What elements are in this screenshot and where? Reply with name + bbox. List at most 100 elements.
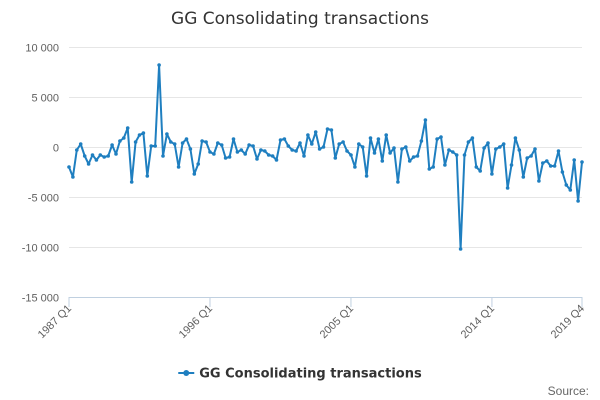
data-point[interactable] [501,142,506,146]
data-point[interactable] [313,130,318,134]
data-point[interactable] [161,154,165,158]
data-point[interactable] [572,158,576,162]
data-point[interactable] [67,165,71,169]
data-point[interactable] [556,149,561,153]
data-point[interactable] [353,165,357,169]
data-point[interactable] [525,156,529,160]
data-point[interactable] [274,158,279,162]
data-point[interactable] [396,180,400,184]
data-point[interactable] [360,145,365,149]
data-point[interactable] [443,163,447,167]
data-point[interactable] [216,141,220,145]
data-point[interactable] [474,165,479,169]
data-point[interactable] [153,144,157,148]
data-point[interactable] [407,159,412,163]
data-point[interactable] [122,136,126,140]
data-point[interactable] [505,186,510,190]
data-point[interactable] [263,149,267,153]
data-point[interactable] [509,163,514,167]
data-point[interactable] [368,136,373,140]
data-point[interactable] [325,127,330,131]
data-point[interactable] [172,142,177,146]
data-point[interactable] [110,143,114,147]
data-point[interactable] [541,161,545,165]
data-point[interactable] [290,148,295,152]
data-point[interactable] [204,140,208,144]
data-point[interactable] [169,140,173,144]
credits[interactable]: Source: [548,384,589,398]
data-point[interactable] [306,133,310,137]
data-point[interactable] [176,165,181,169]
data-point[interactable] [564,183,569,187]
data-point[interactable] [494,147,498,151]
data-point[interactable] [349,153,353,157]
data-point[interactable] [537,179,541,183]
data-point[interactable] [86,162,91,166]
data-point[interactable] [266,153,271,157]
data-point[interactable] [255,157,259,161]
data-point[interactable] [517,148,522,152]
data-point[interactable] [243,152,247,156]
data-point[interactable] [462,153,467,157]
data-point[interactable] [282,137,287,141]
data-point[interactable] [145,174,150,178]
data-point[interactable] [196,162,200,166]
data-point[interactable] [310,142,314,146]
data-point[interactable] [337,142,342,146]
data-point[interactable] [486,141,490,145]
data-point[interactable] [141,131,146,135]
data-point[interactable] [118,139,122,143]
data-point[interactable] [114,152,118,156]
data-point[interactable] [380,159,385,163]
data-point[interactable] [458,247,463,251]
data-point[interactable] [82,154,87,158]
data-point[interactable] [75,148,79,152]
data-point[interactable] [454,153,459,157]
data-point[interactable] [98,153,103,157]
data-point[interactable] [357,142,361,146]
data-point[interactable] [478,169,483,173]
data-point[interactable] [208,150,212,154]
data-point[interactable] [219,143,224,147]
data-point[interactable] [482,146,486,150]
data-point[interactable] [576,199,580,203]
data-point[interactable] [411,155,416,159]
data-point[interactable] [149,144,153,148]
data-point[interactable] [466,140,471,144]
data-point[interactable] [321,145,326,149]
data-point[interactable] [490,172,494,176]
data-point[interactable] [270,154,275,158]
data-point[interactable] [435,137,439,141]
data-point[interactable] [157,63,161,67]
data-point[interactable] [212,152,216,156]
data-point[interactable] [341,140,345,144]
data-point[interactable] [223,156,228,160]
data-point[interactable] [317,147,322,151]
data-point[interactable] [545,159,549,163]
data-point[interactable] [251,144,255,148]
data-point[interactable] [200,139,204,143]
data-point[interactable] [372,151,377,155]
data-point[interactable] [302,154,306,158]
data-point[interactable] [239,148,244,152]
data-point[interactable] [568,188,573,192]
data-point[interactable] [231,137,236,141]
data-point[interactable] [552,164,557,168]
data-point[interactable] [560,170,565,174]
data-point[interactable] [376,137,381,141]
data-point[interactable] [513,136,518,140]
data-point[interactable] [184,137,189,141]
data-point[interactable] [286,144,291,148]
data-point[interactable] [137,133,142,137]
data-point[interactable] [400,147,404,151]
data-point[interactable] [392,146,396,150]
data-point[interactable] [384,133,389,137]
data-point[interactable] [294,149,298,153]
legend[interactable]: GG Consolidating transactions [178,367,422,382]
data-point[interactable] [364,174,369,178]
data-point[interactable] [125,126,130,130]
data-point[interactable] [451,150,455,154]
data-point[interactable] [259,148,263,152]
data-point[interactable] [247,143,251,147]
data-point[interactable] [427,167,432,171]
